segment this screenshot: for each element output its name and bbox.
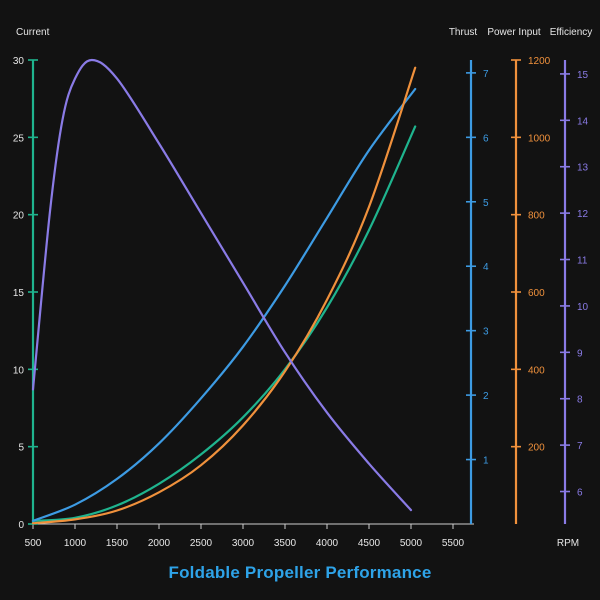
series-line-efficiency [31, 58, 413, 512]
thrust-tick-label: 2 [483, 391, 489, 402]
current-tick-label: 25 [13, 133, 25, 144]
power-tick-label: 800 [528, 211, 545, 222]
current-tick-label: 30 [13, 56, 25, 67]
thrust-tick-label: 4 [483, 262, 489, 273]
x-tick-label: 1500 [106, 538, 129, 549]
efficiency-tick-label: 9 [577, 348, 583, 359]
series-line-thrust [31, 87, 417, 522]
power-tick-label: 1200 [528, 56, 551, 67]
current-tick-label: 20 [13, 211, 25, 222]
series-layer [31, 58, 417, 525]
current-tick-label: 5 [18, 443, 24, 454]
efficiency-axis-title: Efficiency [550, 27, 593, 38]
thrust-tick-label: 6 [483, 133, 489, 144]
x-tick-label: 1000 [64, 538, 87, 549]
thrust-tick-label: 7 [483, 69, 489, 80]
current-tick-label: 15 [13, 288, 25, 299]
thrust-axis-title: Thrust [449, 27, 478, 38]
efficiency-tick-label: 15 [577, 70, 589, 81]
axes-layer: 500 1000 1500 2000 2500 3000 3500 4000 4500 5000 5… [13, 27, 592, 549]
power-tick-label: 400 [528, 365, 545, 376]
x-tick-label: 4500 [358, 538, 381, 549]
efficiency-tick-label: 12 [577, 209, 589, 220]
efficiency-tick-label: 14 [577, 116, 589, 127]
x-tick-label: 2500 [190, 538, 213, 549]
power-tick-label: 1000 [528, 133, 551, 144]
x-tick-label: 5000 [400, 538, 423, 549]
efficiency-tick-label: 13 [577, 163, 589, 174]
power-tick-label: 200 [528, 443, 545, 454]
x-tick-label: 2000 [148, 538, 171, 549]
efficiency-tick-label: 8 [577, 395, 583, 406]
chart-title: Foldable Propeller Performance [168, 563, 432, 582]
thrust-tick-label: 3 [483, 327, 489, 338]
efficiency-tick-label: 11 [577, 256, 588, 267]
x-tick-label: 3500 [274, 538, 297, 549]
x-axis-label: RPM [557, 538, 579, 549]
efficiency-tick-label: 7 [577, 441, 583, 452]
thrust-tick-label: 1 [483, 456, 489, 467]
series-line-current [31, 125, 417, 522]
thrust-tick-label: 5 [483, 198, 489, 209]
current-tick-label: 0 [18, 520, 24, 531]
series-line-power-input [31, 66, 417, 525]
x-tick-label: 4000 [316, 538, 339, 549]
power-axis-title: Power Input [487, 27, 541, 38]
current-axis-title: Current [16, 27, 50, 38]
x-tick-label: 5500 [442, 538, 465, 549]
efficiency-tick-label: 6 [577, 488, 583, 499]
x-tick-label: 3000 [232, 538, 255, 549]
power-tick-label: 600 [528, 288, 545, 299]
current-tick-label: 10 [13, 365, 25, 376]
x-tick-label: 500 [25, 538, 42, 549]
efficiency-tick-label: 10 [577, 302, 589, 313]
